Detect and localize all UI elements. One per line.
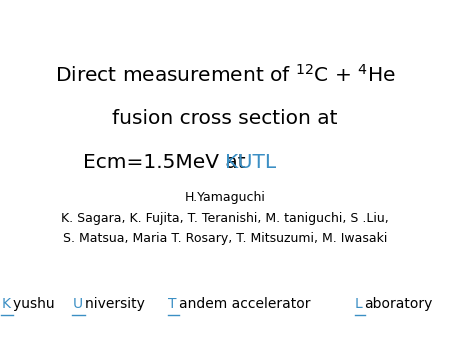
Text: fusion cross section at: fusion cross section at [112,109,338,128]
Text: K: K [1,297,10,311]
Text: L: L [355,297,362,311]
Text: Ecm=1.5MeV at: Ecm=1.5MeV at [83,153,252,172]
Text: H.Yamaguchi: H.Yamaguchi [184,191,266,204]
Text: Kyushu University Tandem accelerator Laboratory: Kyushu University Tandem accelerator Lab… [52,297,398,311]
Text: aboratory: aboratory [364,297,433,311]
Text: Ecm=1.5MeV at KUTL: Ecm=1.5MeV at KUTL [115,153,335,172]
Text: T: T [168,297,177,311]
Text: Direct measurement of $^{12}$C + $^{4}$He: Direct measurement of $^{12}$C + $^{4}$H… [54,64,396,85]
Text: K. Sagara, K. Fujita, T. Teranishi, M. taniguchi, S .Liu,: K. Sagara, K. Fujita, T. Teranishi, M. t… [61,212,389,224]
Text: KUTL: KUTL [225,153,276,172]
Text: U: U [72,297,82,311]
Text: S. Matsua, Maria T. Rosary, T. Mitsuzumi, M. Iwasaki: S. Matsua, Maria T. Rosary, T. Mitsuzumi… [63,232,387,245]
Text: yushu: yushu [13,297,59,311]
Text: andem accelerator: andem accelerator [179,297,315,311]
Text: Ecm=1.5MeV at: Ecm=1.5MeV at [56,153,225,172]
Text: niversity: niversity [86,297,150,311]
